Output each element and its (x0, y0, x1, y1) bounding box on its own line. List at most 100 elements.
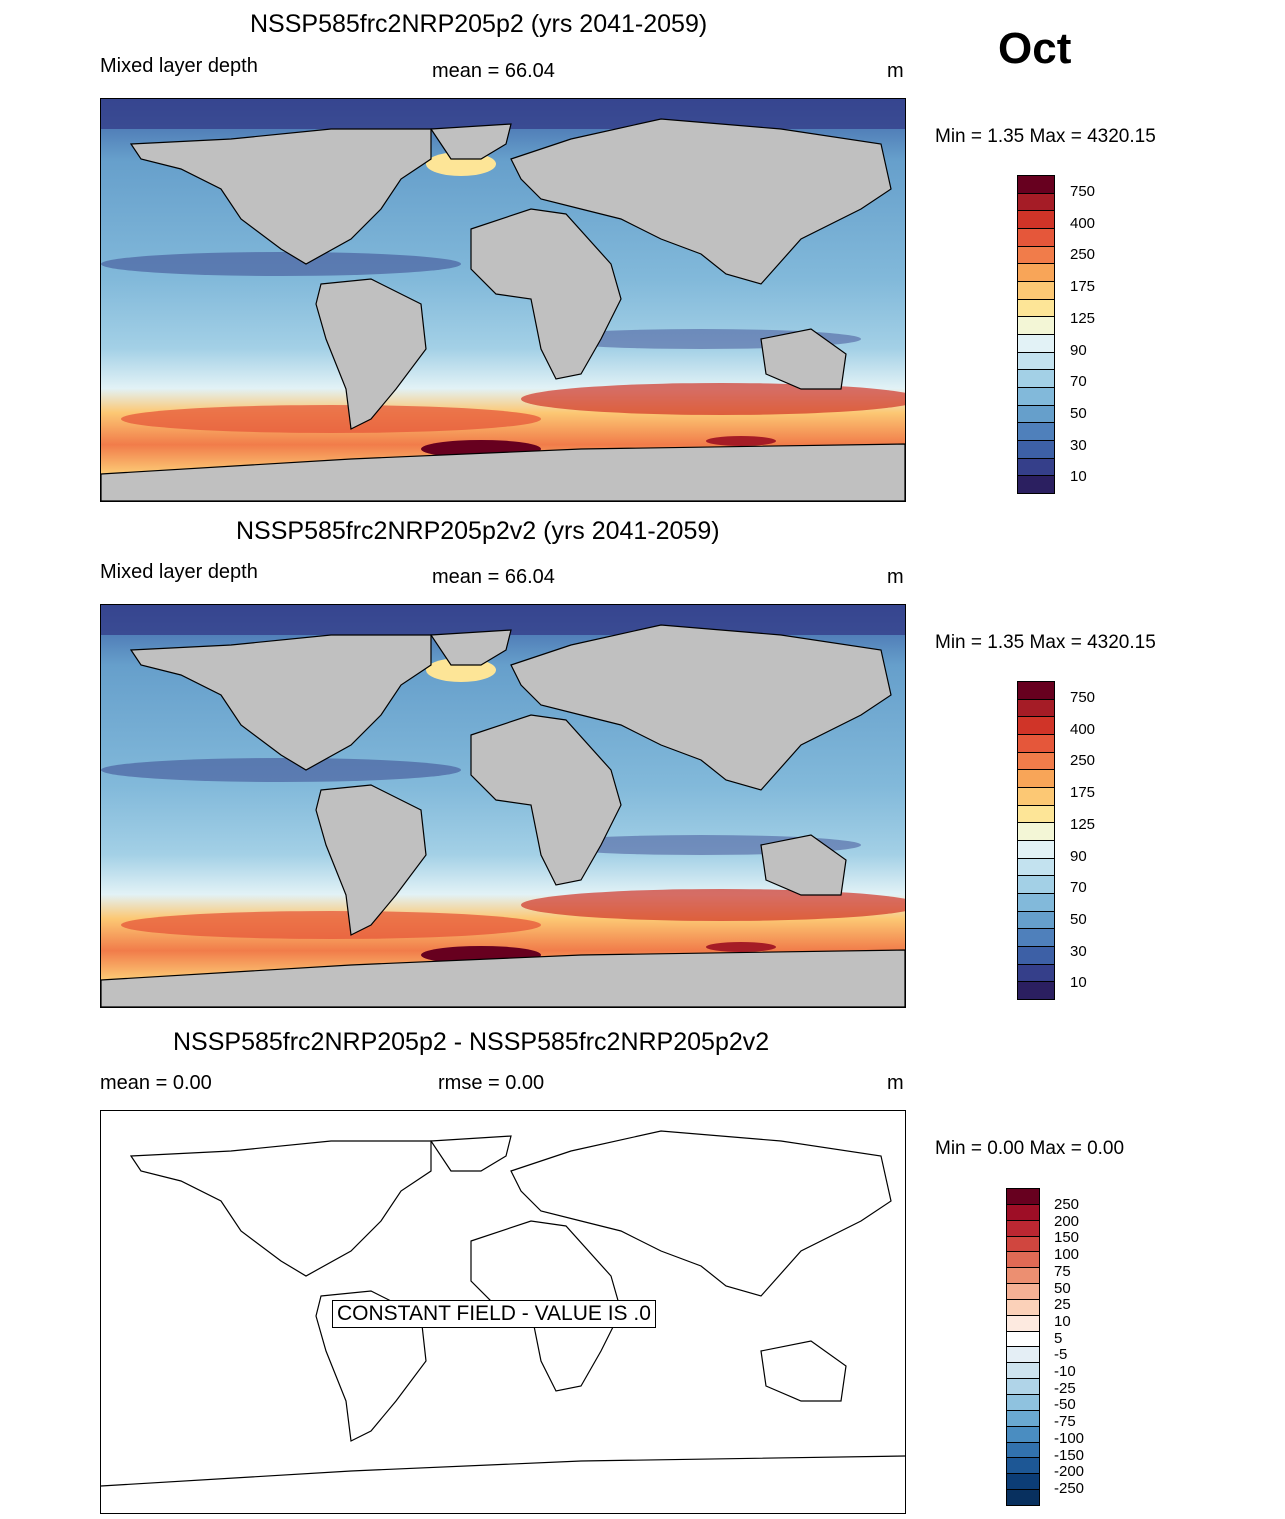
colorbar-swatch (1007, 1426, 1039, 1443)
colorbar-swatch (1018, 788, 1054, 806)
panel-2-colorbar (1017, 681, 1055, 1000)
colorbar-tick-label: 90 (1070, 847, 1087, 865)
colorbar-swatch (1018, 823, 1054, 842)
colorbar-tick-label: 90 (1070, 341, 1087, 359)
colorbar-tick-label: 175 (1070, 278, 1096, 296)
colorbar-tick-label: 200 (1054, 1212, 1080, 1230)
colorbar-swatch (1018, 841, 1054, 859)
colorbar-swatch (1007, 1284, 1039, 1300)
colorbar-tick-label: 30 (1070, 942, 1087, 960)
panel-1-units: m (887, 60, 904, 82)
colorbar-tick-label: -200 (1054, 1463, 1085, 1481)
colorbar-tick-label: 10 (1070, 974, 1087, 992)
panel-3-map: CONSTANT FIELD - VALUE IS .0 (100, 1110, 906, 1514)
panel-1-colorbar (1017, 175, 1055, 494)
colorbar-tick-label: 400 (1070, 214, 1096, 232)
colorbar-swatch (1018, 211, 1054, 230)
colorbar-swatch (1007, 1268, 1039, 1285)
colorbar-tick-label: 30 (1070, 436, 1087, 454)
colorbar-tick-label: -25 (1054, 1379, 1076, 1397)
colorbar-tick-label: 10 (1054, 1312, 1071, 1330)
colorbar-swatch (1007, 1331, 1039, 1348)
colorbar-swatch (1018, 229, 1054, 247)
colorbar-tick-label: 150 (1054, 1229, 1080, 1247)
colorbar-swatch (1018, 982, 1054, 1000)
colorbar-swatch (1018, 735, 1054, 753)
panel-3-minmax: Min = 0.00 Max = 0.00 (935, 1138, 1125, 1159)
colorbar-swatch (1007, 1442, 1039, 1459)
colorbar-tick-label: 250 (1054, 1196, 1080, 1213)
colorbar-tick-label: 100 (1054, 1246, 1080, 1264)
panel-3-units: m (887, 1072, 904, 1094)
colorbar-tick-label: 75 (1054, 1262, 1071, 1280)
colorbar-swatch (1018, 894, 1054, 912)
colorbar-tick-label: 50 (1070, 404, 1087, 422)
colorbar-swatch (1007, 1220, 1039, 1237)
month-label: Oct (998, 24, 1072, 73)
panel-3-colorbar-swatches (1007, 1189, 1039, 1505)
colorbar-swatch (1018, 805, 1054, 824)
colorbar-swatch (1018, 282, 1054, 300)
colorbar-swatch (1018, 193, 1054, 212)
colorbar-tick-label: -50 (1054, 1396, 1076, 1414)
colorbar-tick-label: 50 (1070, 910, 1087, 928)
colorbar-tick-label: -100 (1054, 1429, 1085, 1447)
panel-3-rmse: rmse = 0.00 (438, 1072, 545, 1094)
panel-2-variable: Mixed layer depth (100, 561, 258, 583)
colorbar-swatch (1007, 1315, 1039, 1332)
colorbar-swatch (1007, 1379, 1039, 1395)
colorbar-tick-label: 5 (1054, 1329, 1063, 1347)
colorbar-swatch (1018, 964, 1054, 983)
colorbar-swatch (1007, 1474, 1039, 1491)
panel-2-map (100, 604, 906, 1008)
colorbar-tick-label: 250 (1070, 246, 1096, 264)
colorbar-swatch (1018, 682, 1054, 700)
colorbar-swatch (1018, 388, 1054, 406)
colorbar-tick-label: 10 (1070, 468, 1087, 486)
colorbar-swatch (1018, 405, 1054, 424)
colorbar-tick-label: 750 (1070, 689, 1096, 706)
colorbar-swatch (1018, 335, 1054, 353)
colorbar-swatch (1007, 1410, 1039, 1427)
colorbar-swatch (1018, 264, 1054, 283)
colorbar-swatch (1018, 947, 1054, 965)
colorbar-swatch (1018, 299, 1054, 318)
colorbar-swatch (1007, 1394, 1039, 1411)
colorbar-swatch (1018, 441, 1054, 459)
colorbar-tick-label: -5 (1054, 1346, 1068, 1364)
colorbar-swatch (1018, 699, 1054, 718)
colorbar-swatch (1018, 911, 1054, 930)
colorbar-tick-label: 750 (1070, 183, 1096, 200)
colorbar-tick-label: 70 (1070, 879, 1087, 897)
colorbar-swatch (1007, 1236, 1039, 1253)
panel-1-variable: Mixed layer depth (100, 55, 258, 77)
colorbar-swatch (1007, 1189, 1039, 1205)
colorbar-tick-label: -75 (1054, 1413, 1076, 1431)
colorbar-swatch (1018, 876, 1054, 895)
panel-2-mean: mean = 66.04 (432, 566, 555, 588)
constant-field-label: CONSTANT FIELD - VALUE IS .0 (332, 1300, 656, 1328)
colorbar-swatch (1007, 1458, 1039, 1475)
colorbar-tick-label: -150 (1054, 1446, 1085, 1464)
colorbar-tick-label: 125 (1070, 815, 1096, 833)
panel-1-map (100, 98, 906, 502)
colorbar-swatch (1007, 1347, 1039, 1364)
colorbar-tick-label: 25 (1054, 1296, 1071, 1314)
panel-2-units: m (887, 566, 904, 588)
colorbar-swatch (1018, 246, 1054, 265)
panel-1-minmax: Min = 1.35 Max = 4320.15 (935, 126, 1156, 147)
colorbar-tick-label: 70 (1070, 373, 1087, 391)
colorbar-swatch (1018, 717, 1054, 736)
panel-1-title: NSSP585frc2NRP205p2 (yrs 2041-2059) (250, 10, 708, 38)
panel-3-mean: mean = 0.00 (100, 1072, 212, 1094)
mld-map-plot (101, 99, 905, 501)
colorbar-swatch (1018, 176, 1054, 194)
colorbar-tick-label: 250 (1070, 752, 1096, 770)
mld-map-plot (101, 605, 905, 1007)
panel-2-minmax: Min = 1.35 Max = 4320.15 (935, 632, 1156, 653)
colorbar-tick-label: 50 (1054, 1279, 1071, 1297)
colorbar-swatch (1007, 1204, 1039, 1221)
colorbar-tick-label: 400 (1070, 720, 1096, 738)
panel-2-title: NSSP585frc2NRP205p2v2 (yrs 2041-2059) (236, 517, 720, 545)
colorbar-swatch (1007, 1252, 1039, 1269)
